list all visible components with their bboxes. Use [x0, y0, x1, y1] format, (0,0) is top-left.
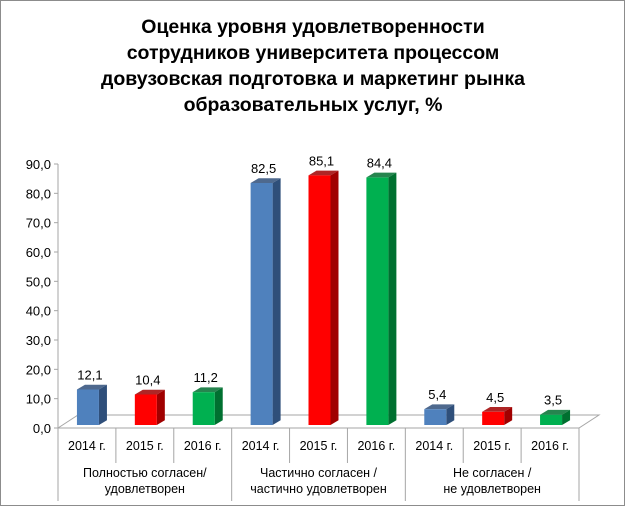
- y-tick-label: 80,0: [26, 186, 51, 201]
- x-tick-label: 2015 г.: [300, 439, 338, 453]
- y-tick-label: 20,0: [26, 362, 51, 377]
- y-tick-label: 70,0: [26, 216, 51, 231]
- bar: [192, 392, 215, 425]
- x-tick-label: 2014 г.: [242, 439, 280, 453]
- y-tick-label: 60,0: [26, 245, 51, 260]
- bar: [366, 177, 389, 425]
- bar: [482, 411, 505, 425]
- y-tick-label: 90,0: [26, 157, 51, 172]
- data-label: 85,1: [309, 153, 334, 168]
- chart-title-line: довузовская подготовка и маркетинг рынка: [101, 68, 525, 90]
- bar-top: [308, 170, 339, 176]
- bar: [250, 183, 273, 425]
- bar-side: [504, 407, 513, 425]
- group-label: Частично согласен /: [260, 466, 378, 480]
- bar-top: [192, 387, 223, 393]
- bar-side: [388, 172, 397, 425]
- bar-side: [562, 409, 571, 425]
- bar-side: [156, 389, 165, 425]
- bar-side: [446, 404, 455, 425]
- bar: [540, 414, 563, 425]
- bar-side: [330, 170, 339, 425]
- bar-side: [272, 178, 281, 425]
- x-tick-label: 2016 г.: [184, 439, 222, 453]
- data-label: 3,5: [544, 393, 562, 408]
- x-tick-label: 2016 г.: [357, 439, 395, 453]
- y-tick-label: 30,0: [26, 333, 51, 348]
- x-tick-label: 2014 г.: [68, 439, 106, 453]
- bar: [308, 175, 331, 425]
- data-label: 82,5: [251, 161, 276, 176]
- group-label: не удовлетворен: [443, 482, 541, 496]
- x-tick-label: 2016 г.: [531, 439, 569, 453]
- y-tick-label: 10,0: [26, 392, 51, 407]
- bar-side: [98, 384, 107, 425]
- bar-top: [482, 407, 513, 412]
- y-tick-label: 40,0: [26, 304, 51, 319]
- y-tick-label: 0,0: [33, 421, 51, 436]
- bar-top: [366, 172, 397, 178]
- chart-title-line: сотрудников университета процессом: [127, 42, 500, 64]
- bar-top: [540, 409, 571, 415]
- bar: [424, 409, 447, 425]
- x-tick-label: 2014 г.: [415, 439, 453, 453]
- bar-top: [76, 384, 107, 390]
- chart-title-line: образовательных услуг, %: [184, 94, 443, 116]
- data-label: 10,4: [135, 372, 160, 387]
- data-label: 84,4: [367, 155, 392, 170]
- bar-top: [250, 178, 281, 183]
- data-label: 12,1: [77, 368, 102, 383]
- y-tick-label: 50,0: [26, 274, 51, 289]
- chart-title-line: Оценка уровня удовлетворенности: [141, 16, 484, 38]
- group-label: Полностью согласен/: [83, 466, 207, 480]
- group-label: Не согласен /: [453, 466, 532, 480]
- bar-side: [214, 387, 223, 425]
- data-label: 5,4: [428, 387, 446, 402]
- data-label: 4,5: [486, 390, 504, 405]
- bar: [134, 394, 157, 425]
- x-tick-label: 2015 г.: [126, 439, 164, 453]
- data-label: 11,2: [194, 370, 218, 385]
- group-label: удовлетворен: [105, 482, 185, 496]
- group-label: частично удовлетворен: [250, 482, 387, 496]
- bar-top: [424, 404, 455, 410]
- x-tick-label: 2015 г.: [473, 439, 511, 453]
- bar-top: [134, 389, 165, 395]
- bar: [76, 389, 99, 425]
